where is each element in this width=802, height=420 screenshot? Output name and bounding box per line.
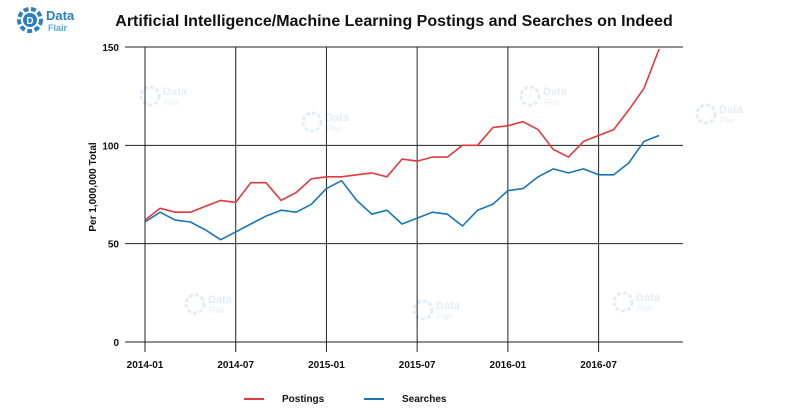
axis-ticks: 0 50 100 150 2014-01 2014-07 2015-01 2015-07 201… bbox=[102, 43, 617, 371]
x-tick-label: 2015-01 bbox=[308, 360, 345, 371]
gear-icon: D bbox=[17, 7, 43, 33]
watermark-text: Data bbox=[163, 86, 188, 98]
gear-icon bbox=[412, 299, 434, 321]
watermark-text: Flair bbox=[437, 312, 453, 321]
x-tick-label: 2014-07 bbox=[217, 360, 254, 371]
gear-icon bbox=[612, 291, 634, 313]
watermark-text: Flair bbox=[544, 98, 560, 107]
watermark-text: Data bbox=[208, 294, 233, 306]
brand-name-line1: Data bbox=[46, 8, 75, 23]
watermark-text: Data bbox=[325, 112, 350, 124]
x-tick-label: 2015-07 bbox=[399, 360, 436, 371]
watermark-text: Data bbox=[436, 300, 461, 312]
gear-icon bbox=[519, 85, 541, 107]
x-tick-label: 2016-07 bbox=[580, 360, 617, 371]
svg-text:D: D bbox=[26, 16, 33, 27]
gear-icon bbox=[695, 103, 717, 125]
grid bbox=[125, 46, 683, 352]
x-tick-label: 2014-01 bbox=[127, 360, 164, 371]
watermark-text: Data bbox=[719, 104, 744, 116]
legend-label: Postings bbox=[282, 394, 325, 405]
x-tick-label: 2016-01 bbox=[490, 360, 527, 371]
gear-icon bbox=[139, 85, 161, 107]
gear-icon bbox=[184, 293, 206, 315]
watermarks: DataFlairDataFlairDataFlairDataFlairData… bbox=[139, 85, 744, 321]
watermark-text: Flair bbox=[164, 98, 180, 107]
y-tick-label: 50 bbox=[108, 240, 120, 251]
watermark-text: Flair bbox=[326, 124, 342, 133]
watermark-text: Flair bbox=[720, 116, 736, 125]
chart-title: Artificial Intelligence/Machine Learning… bbox=[115, 13, 672, 30]
watermark-text: Data bbox=[543, 86, 568, 98]
series-lines bbox=[144, 48, 660, 241]
gear-icon bbox=[301, 111, 323, 133]
y-tick-label: 150 bbox=[102, 43, 119, 54]
brand-name-line2: Flair bbox=[48, 23, 68, 33]
legend: Postings Searches bbox=[244, 394, 447, 405]
series-line-searches bbox=[144, 134, 660, 241]
y-axis-label: Per 1,000,000 Total bbox=[88, 142, 99, 232]
watermark-text: Flair bbox=[637, 304, 653, 313]
watermark-text: Flair bbox=[209, 306, 225, 315]
y-tick-label: 100 bbox=[102, 141, 119, 152]
watermark-text: Data bbox=[636, 292, 661, 304]
y-tick-label: 0 bbox=[113, 338, 119, 349]
series-line-postings bbox=[144, 48, 660, 221]
brand-logo: D Data Flair bbox=[17, 7, 75, 33]
legend-label: Searches bbox=[402, 394, 447, 405]
